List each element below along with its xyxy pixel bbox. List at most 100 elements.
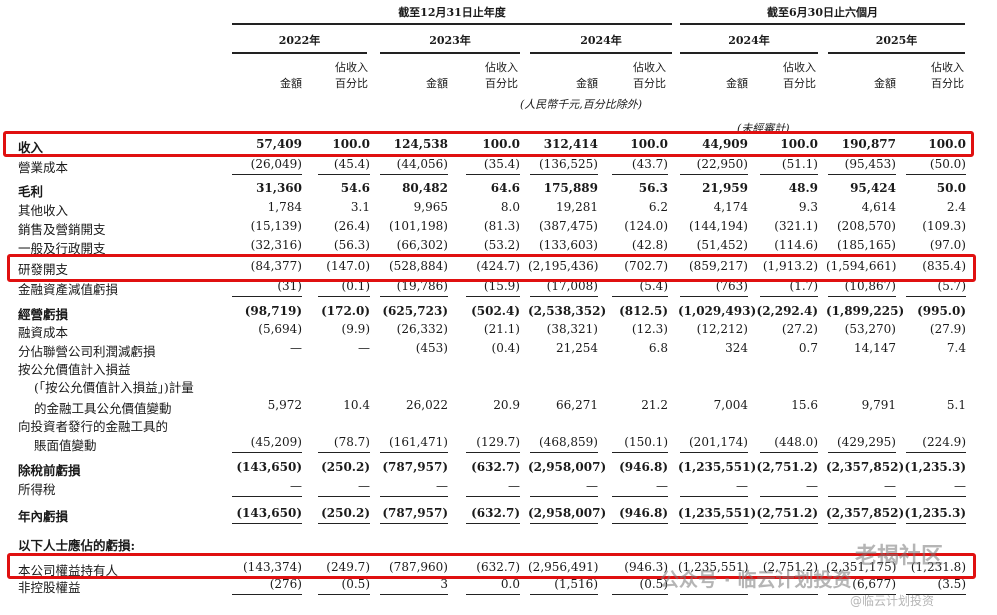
row-label: 一般及行政開支	[18, 241, 106, 256]
row-label: 營業成本	[18, 160, 69, 175]
underline-rule	[318, 496, 370, 497]
underline-rule	[232, 174, 302, 175]
amount-cell: (84,377)	[250, 259, 302, 273]
amount-cell: 19,281	[556, 200, 598, 214]
pct-cell: (56.3)	[333, 238, 370, 252]
underline-rule	[828, 174, 896, 175]
pct-cell: (448.0)	[774, 435, 818, 449]
amount-cell: (625,723)	[382, 304, 448, 318]
year-2025-h1: 2025年	[875, 34, 918, 47]
amount-cell: (1,029,493)	[678, 304, 757, 318]
amount-cell: (143,650)	[236, 506, 302, 520]
amount-cell: (53,270)	[844, 322, 896, 336]
amount-cell: —	[586, 479, 598, 493]
amount-cell: (31)	[277, 279, 302, 293]
pct-cell: —	[508, 479, 520, 493]
amount-col-header: 金額	[576, 77, 598, 90]
year-2024: 2024年	[580, 34, 622, 47]
amount-cell: 1,784	[267, 200, 302, 214]
underline-rule	[680, 594, 748, 595]
pct-cell: 21.2	[641, 398, 668, 412]
underline-rule	[612, 496, 668, 497]
underline-rule	[680, 174, 748, 175]
amount-cell: (429,295)	[837, 435, 896, 449]
pct-cell: 54.6	[340, 181, 370, 195]
pct-cell: (81.3)	[483, 219, 520, 233]
pct-cell: (124.0)	[624, 219, 668, 233]
underline-rule	[680, 496, 748, 497]
underline-rule	[530, 452, 598, 453]
underline-rule	[530, 594, 598, 595]
underline-rule	[232, 523, 302, 524]
pct-col-header-line1: 佔收入	[485, 61, 518, 74]
pct-cell: —	[954, 479, 966, 493]
underline-rule	[466, 523, 520, 524]
pct-cell: (250.2)	[321, 506, 370, 520]
pct-cell: (946.8)	[619, 506, 668, 520]
amount-cell: (143,650)	[236, 460, 302, 474]
pct-col-header-line1: 佔收入	[335, 61, 368, 74]
pct-cell: (632.7)	[471, 506, 520, 520]
row-label: 賬面值變動	[34, 438, 97, 453]
amount-cell: (98,719)	[244, 304, 302, 318]
pct-cell: (835.4)	[922, 259, 966, 273]
amount-cell: (6,677)	[852, 577, 896, 591]
amount-cell: (2,351,175)	[826, 560, 897, 574]
pct-cell: 5.1	[946, 398, 966, 412]
pct-cell: (1,913.2)	[762, 259, 818, 273]
pct-cell: (53.2)	[483, 238, 520, 252]
amount-cell: 9,965	[413, 200, 448, 214]
pct-cell: (3.5)	[937, 577, 966, 591]
amount-cell: 14,147	[854, 341, 896, 355]
row-label: 本公司權益持有人	[18, 563, 119, 578]
highlight-box-revenue	[3, 131, 974, 157]
amount-cell: (101,198)	[389, 219, 448, 233]
pct-cell: (150.1)	[624, 435, 668, 449]
underline-rule	[466, 296, 520, 297]
amount-cell: 31,360	[256, 181, 302, 195]
pct-cell: (5.4)	[639, 279, 668, 293]
amount-cell: 312,414	[543, 137, 598, 151]
amount-cell: 4,614	[861, 200, 896, 214]
amount-col-header: 金額	[874, 77, 896, 90]
row-label: (「按公允價值計入損益」)計量	[34, 380, 194, 395]
pct-cell: 8.0	[500, 200, 520, 214]
period-year-end-label: 截至12月31日止年度	[398, 6, 506, 19]
amount-cell: (2,357,852)	[826, 506, 905, 520]
underline-rule	[232, 594, 302, 595]
pct-cell: (27.2)	[781, 322, 818, 336]
year-2022: 2022年	[278, 34, 321, 47]
amount-cell: —	[736, 479, 748, 493]
pct-cell: —	[806, 479, 818, 493]
pct-cell: (1,231.8)	[910, 560, 966, 574]
underline-rule	[232, 296, 302, 297]
pct-cell: 7.4	[946, 341, 966, 355]
underline-rule	[828, 496, 896, 497]
pct-col-header-line1: 佔收入	[633, 61, 666, 74]
pct-cell: —	[656, 479, 668, 493]
pct-cell: 6.8	[648, 341, 668, 355]
amount-cell: (144,194)	[689, 219, 748, 233]
amount-cell: (276)	[269, 577, 302, 591]
pct-cell: (632.7)	[471, 460, 520, 474]
amount-col-header: 金額	[426, 77, 448, 90]
pct-cell: (50.0)	[929, 157, 966, 171]
pct-cell: (35.4)	[483, 157, 520, 171]
underline-rule	[828, 594, 896, 595]
pct-col-header-line1: 佔收入	[783, 61, 816, 74]
underline-rule	[906, 523, 966, 524]
pct-cell: 3.1	[350, 200, 370, 214]
amount-cell: —	[290, 341, 302, 355]
underline-rule	[612, 174, 668, 175]
amount-cell: (10,867)	[844, 279, 896, 293]
pct-cell: (42.8)	[631, 238, 668, 252]
unit-note: (人民幣千元,百分比除外)	[520, 98, 643, 111]
pct-cell: (1.7)	[789, 279, 818, 293]
amount-cell: (19,786)	[396, 279, 448, 293]
amount-cell: —	[290, 479, 302, 493]
pct-cell: (27.9)	[929, 322, 966, 336]
pct-cell: (45.4)	[333, 157, 370, 171]
year-2023: 2023年	[429, 34, 471, 47]
pct-cell: 10.4	[343, 398, 370, 412]
pct-cell: 100.0	[630, 137, 668, 151]
